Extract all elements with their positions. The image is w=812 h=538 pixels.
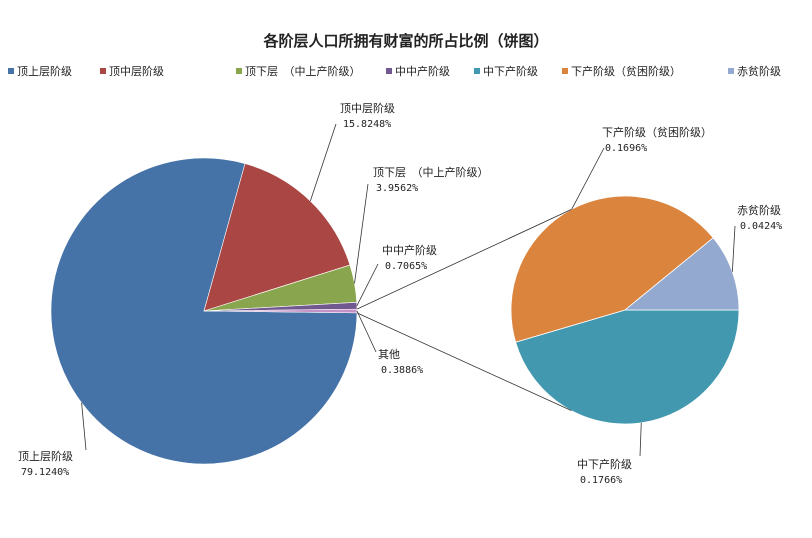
legend-item-2: 顶下层 （中上产阶级） bbox=[236, 63, 361, 79]
label-name-main-4: 其他 bbox=[378, 348, 400, 361]
secondary-slice-2 bbox=[623, 237, 740, 311]
leader-line-main-2 bbox=[354, 183, 369, 284]
leader-line-main-4 bbox=[356, 310, 377, 353]
label-value-main-1: 15.8248% bbox=[343, 119, 391, 130]
legend-label-3: 中中产阶级 bbox=[395, 65, 450, 78]
legend-swatch-5 bbox=[562, 68, 568, 74]
legend-swatch-4 bbox=[474, 68, 480, 74]
label-name-sec-2: 赤贫阶级 bbox=[737, 203, 781, 217]
main-slice-1 bbox=[203, 163, 351, 312]
chart-legend: 顶上层阶级 顶中层阶级 顶下层 （中上产阶级） 中中产阶级 中下产阶级 下产阶级… bbox=[8, 63, 808, 81]
legend-item-6: 赤贫阶级 bbox=[728, 63, 781, 79]
connector-lines bbox=[356, 208, 572, 412]
label-value-sec-2: 0.0424% bbox=[740, 221, 782, 232]
secondary-slice-0 bbox=[515, 309, 740, 425]
main-slice-0 bbox=[50, 157, 358, 465]
label-value-sec-1: 0.1696% bbox=[605, 143, 647, 154]
legend-swatch-3 bbox=[386, 68, 392, 74]
legend-label-0: 顶上层阶级 bbox=[17, 65, 72, 78]
legend-item-4: 中下产阶级 bbox=[474, 63, 538, 79]
label-value-main-4: 0.3886% bbox=[381, 365, 423, 376]
label-name-sec-1: 下产阶级（贫困阶级） bbox=[602, 125, 712, 139]
leader-line-sec-1 bbox=[571, 147, 605, 210]
legend-item-5: 下产阶级（贫困阶级） bbox=[562, 63, 681, 79]
legend-item-3: 中中产阶级 bbox=[386, 63, 450, 79]
legend-item-0: 顶上层阶级 bbox=[8, 63, 72, 79]
legend-label-6: 赤贫阶级 bbox=[737, 65, 781, 78]
label-name-main-2: 顶下层 （中上产阶级） bbox=[373, 165, 489, 179]
label-value-main-2: 3.9562% bbox=[376, 183, 418, 194]
chart-title: 各阶层人口所拥有财富的所占比例（饼图） bbox=[263, 32, 549, 50]
label-name-main-1: 顶中层阶级 bbox=[340, 101, 395, 115]
label-name-main-3: 中中产阶级 bbox=[382, 243, 437, 257]
data-labels: 顶上层阶级 79.1240% 顶中层阶级 15.8248% 顶下层 （中上产阶级） 3.9… bbox=[18, 101, 782, 486]
label-value-sec-0: 0.1766% bbox=[580, 475, 622, 486]
legend-swatch-6 bbox=[728, 68, 734, 74]
leader-line-sec-2 bbox=[731, 225, 736, 272]
connector-line-bottom bbox=[356, 312, 572, 412]
leader-line-main-0 bbox=[81, 402, 87, 451]
legend-label-2: 顶下层 （中上产阶级） bbox=[245, 65, 361, 78]
label-value-main-0: 79.1240% bbox=[21, 467, 69, 478]
legend-swatch-0 bbox=[8, 68, 14, 74]
main-pie bbox=[50, 157, 358, 465]
label-value-main-3: 0.7065% bbox=[385, 261, 427, 272]
legend-swatch-2 bbox=[236, 68, 242, 74]
legend-swatch-1 bbox=[100, 68, 106, 74]
leader-line-main-1 bbox=[309, 123, 337, 202]
leader-lines bbox=[81, 123, 736, 457]
leader-line-sec-0 bbox=[639, 422, 642, 457]
label-name-sec-0: 中下产阶级 bbox=[577, 457, 632, 471]
label-name-main-0: 顶上层阶级 bbox=[18, 449, 73, 463]
connector-line-top bbox=[356, 208, 572, 310]
legend-label-5: 下产阶级（贫困阶级） bbox=[571, 65, 681, 78]
legend-label-1: 顶中层阶级 bbox=[109, 65, 164, 78]
leader-line-main-3 bbox=[356, 263, 379, 306]
legend-label-4: 中下产阶级 bbox=[483, 65, 538, 78]
legend-item-1: 顶中层阶级 bbox=[100, 63, 164, 79]
secondary-pie bbox=[510, 195, 740, 425]
